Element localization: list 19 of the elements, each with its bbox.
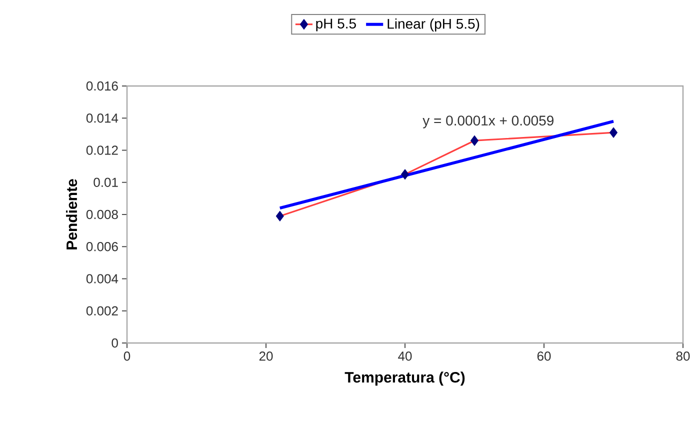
x-tick-label: 60: [537, 352, 551, 361]
y-tick-label: 0.002: [86, 306, 118, 316]
x-tick-label: 0: [124, 352, 130, 361]
legend-label: pH 5.5: [316, 18, 356, 32]
x-tick-label: 80: [676, 352, 690, 361]
y-tick-label: 0.014: [86, 114, 118, 123]
legend-label: Linear (pH 5.5): [388, 18, 480, 32]
x-tick-label: 40: [398, 352, 412, 361]
x-tick-label: 20: [259, 352, 273, 361]
annotation: y = 0.0001x + 0.0059: [422, 116, 554, 128]
y-tick-label: 0: [112, 338, 118, 348]
y-tick-label: 0.016: [86, 81, 118, 91]
y-tick-label: 0.008: [86, 210, 118, 220]
y-tick-label: 0.012: [86, 146, 118, 155]
y-axis-title: Pendiente: [66, 179, 78, 250]
y-tick-label: 0.01: [94, 178, 118, 187]
y-tick-label: 0.006: [86, 242, 118, 252]
y-tick-label: 0.004: [86, 274, 118, 284]
x-axis-title: Temperatura (°C): [344, 372, 465, 386]
